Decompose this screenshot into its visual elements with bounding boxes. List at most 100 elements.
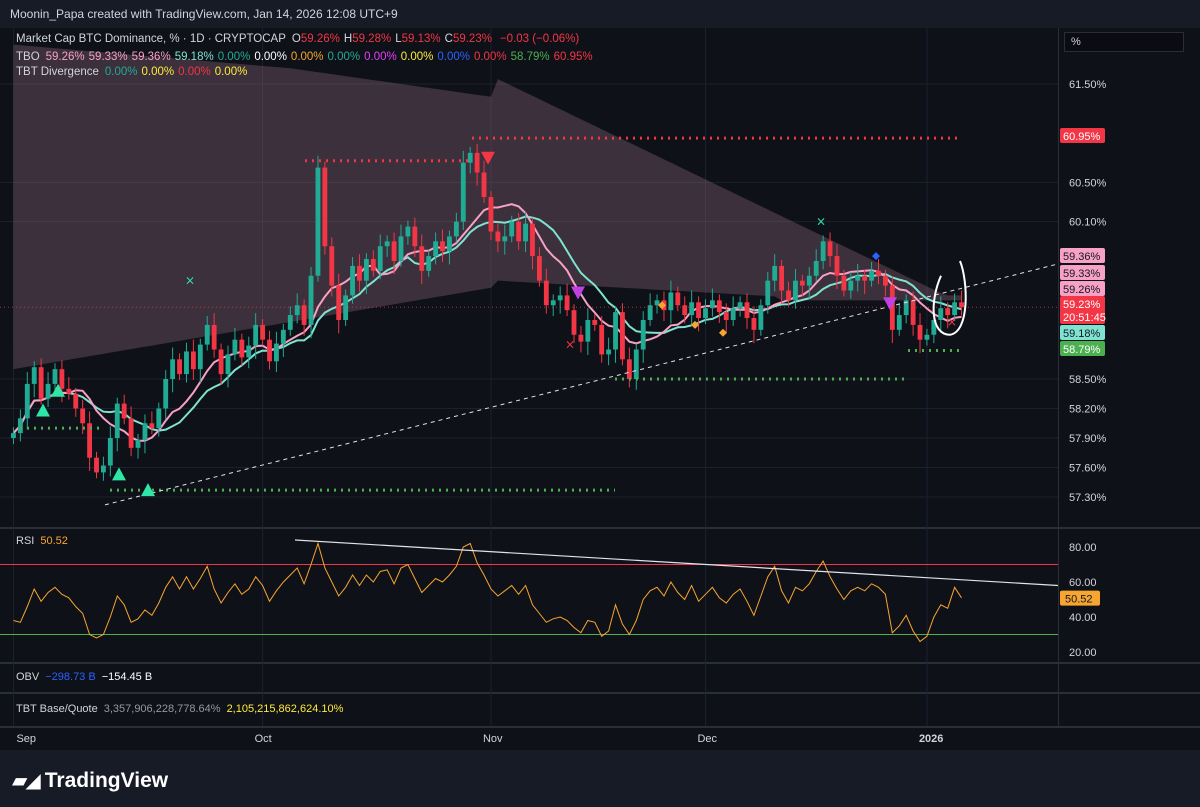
price-label-text: 60.95%	[1063, 131, 1101, 143]
candle	[585, 308, 591, 355]
candle	[225, 345, 231, 388]
candle-body	[675, 292, 681, 306]
candle-body	[882, 275, 888, 286]
candle-body	[315, 167, 321, 276]
candle	[633, 343, 639, 390]
unit-selector-value: %	[1071, 36, 1081, 48]
candle	[703, 299, 708, 324]
candle	[142, 414, 148, 454]
candle-body	[66, 388, 72, 394]
rsi-axis-tick: 40.00	[1069, 612, 1097, 624]
candle	[765, 271, 771, 314]
candle-body	[952, 302, 958, 316]
cross-marker: ×	[947, 315, 957, 329]
candle-body	[599, 324, 605, 355]
pane-separator	[0, 527, 1200, 529]
candle-body	[481, 172, 487, 198]
candle	[405, 220, 411, 245]
candle-body	[876, 270, 881, 276]
candle-body	[225, 354, 231, 375]
obv-legend-v2: −154.45 B	[101, 671, 153, 683]
candle-body	[121, 403, 127, 419]
candle	[647, 293, 653, 326]
candle-body	[820, 241, 826, 261]
candle-body	[211, 324, 217, 350]
candle	[170, 347, 176, 393]
rsi-legend-name: RSI	[16, 535, 35, 547]
buy-triangle-marker	[141, 483, 155, 497]
teal-ma-line	[12, 215, 962, 434]
candle-body	[17, 418, 23, 434]
candle	[924, 328, 930, 346]
candle	[440, 229, 445, 262]
tbo-legend-name: TBO	[16, 51, 40, 63]
candle-body	[232, 339, 238, 355]
diamond-marker	[691, 320, 699, 329]
legend-value: 0.00%	[214, 66, 248, 78]
candle-body	[737, 302, 743, 309]
candle	[876, 259, 881, 285]
buy-triangle-marker	[51, 383, 65, 397]
candle-body	[841, 275, 847, 291]
legend-value: 0.00%	[104, 66, 138, 78]
candle	[357, 254, 362, 292]
candle	[474, 143, 480, 186]
candle-body	[626, 359, 632, 379]
candle	[377, 234, 383, 280]
candle-body	[682, 305, 688, 316]
candle-body	[855, 275, 861, 281]
candle-body	[772, 265, 778, 281]
price-axis-tick: 60.50%	[1069, 177, 1107, 189]
ohlc-value: 59.13%	[401, 33, 441, 45]
candle-body	[260, 324, 266, 340]
price-label-box	[1060, 309, 1105, 324]
candle	[149, 411, 155, 435]
candle-body	[370, 259, 376, 271]
candle	[848, 271, 854, 299]
chart-canvas[interactable]: × × × × 61.50% 60.50% 60.10% 58.50% 58.20% 57.90%…	[0, 28, 1200, 750]
candle	[363, 253, 369, 294]
footer	[0, 750, 1200, 807]
time-axis-tick: Nov	[483, 733, 503, 745]
sell-triangle-marker	[481, 151, 495, 165]
candle	[530, 217, 535, 270]
candle-body	[564, 295, 570, 311]
price-label-box	[1060, 265, 1105, 280]
tradingview-logo[interactable]: ▰◢ TradingView	[12, 768, 168, 793]
candle-body	[433, 241, 439, 257]
ohlc-key: H	[343, 33, 353, 45]
candle	[17, 409, 23, 442]
base-quote-legend-v1: 3,357,906,228,778.64%	[103, 703, 221, 715]
candle-body	[38, 367, 44, 399]
diamond-marker	[719, 328, 727, 337]
candle	[799, 274, 805, 297]
unit-selector[interactable]: %	[1064, 32, 1184, 52]
candle-body	[654, 300, 660, 306]
rsi-axis-tick: 80.00	[1069, 542, 1097, 554]
legend-value: 60.95%	[553, 51, 593, 63]
base-quote-legend-name: TBT Base/Quote	[16, 703, 98, 715]
grid-lines	[0, 28, 1058, 726]
candle-body	[59, 369, 65, 389]
candle-body	[280, 329, 286, 344]
candle-body	[343, 295, 349, 320]
candle-body	[765, 280, 771, 306]
candle	[813, 249, 819, 282]
candle	[855, 263, 861, 292]
price-label: 60.95%	[1060, 128, 1105, 143]
price-label-text: 59.18%	[1063, 328, 1101, 340]
candle-body	[426, 256, 432, 271]
candle	[94, 451, 99, 479]
cross-marker: ×	[816, 215, 826, 229]
candle	[433, 232, 439, 265]
price-label: 59.33%	[1060, 265, 1105, 280]
price-label: 59.18%	[1060, 325, 1105, 340]
diamond-marker	[872, 252, 880, 261]
time-axis-tick: Dec	[697, 733, 717, 745]
main-legend: Market Cap BTC Dominance, % · 1D · CRYPT…	[16, 33, 579, 45]
candle-body	[550, 300, 556, 306]
legend-value: 0.00%	[364, 51, 397, 63]
price-label-text: 58.79%	[1063, 344, 1101, 356]
candle	[737, 296, 743, 317]
candle-body	[813, 261, 819, 276]
